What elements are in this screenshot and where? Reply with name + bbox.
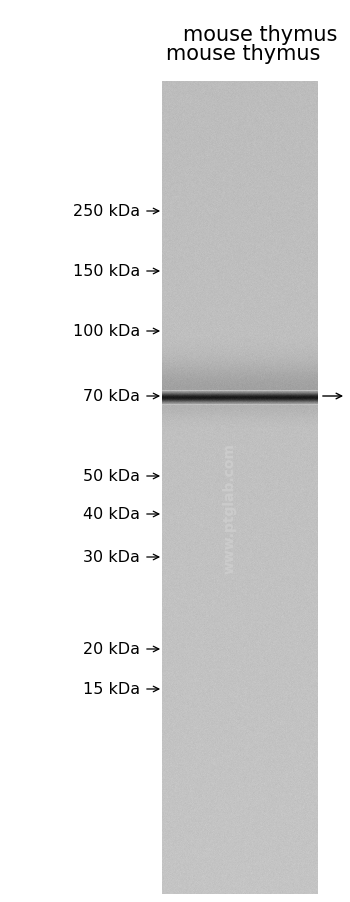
Text: 70 kDa: 70 kDa	[83, 389, 140, 404]
Text: 50 kDa: 50 kDa	[83, 469, 140, 484]
Text: 100 kDa: 100 kDa	[73, 324, 140, 339]
Text: 250 kDa: 250 kDa	[73, 204, 140, 219]
Text: 40 kDa: 40 kDa	[83, 507, 140, 522]
Text: 15 kDa: 15 kDa	[83, 682, 140, 696]
Text: 20 kDa: 20 kDa	[83, 642, 140, 657]
Text: 150 kDa: 150 kDa	[73, 264, 140, 280]
Text: mouse thymus: mouse thymus	[183, 25, 337, 45]
Text: 30 kDa: 30 kDa	[83, 550, 140, 565]
Text: mouse thymus: mouse thymus	[166, 44, 321, 64]
Text: www.ptglab.com: www.ptglab.com	[223, 443, 237, 574]
